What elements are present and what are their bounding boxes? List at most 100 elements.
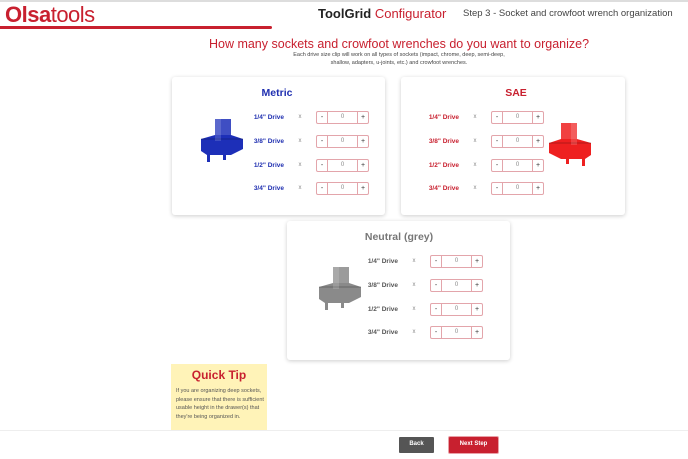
drive-label: 1/2" Drive: [428, 161, 459, 169]
times-sign: x: [298, 138, 302, 144]
metric-card: Metric 1/4" Drive x - 0 + 3/8" Drive x -…: [172, 77, 385, 215]
drive-row: 3/8" Drive x - 0 +: [338, 278, 483, 292]
drive-label: 3/8" Drive: [428, 137, 459, 145]
drive-row: 1/4" Drive x - 0 +: [338, 254, 483, 268]
times-sign: x: [412, 306, 416, 312]
decrement-button[interactable]: -: [495, 184, 499, 192]
card-title: Metric: [261, 87, 293, 99]
next-step-button[interactable]: Next Step: [449, 437, 498, 453]
quantity-input[interactable]: 0: [441, 279, 472, 291]
drive-row: 1/2" Drive x - 0 +: [399, 158, 544, 172]
increment-button[interactable]: +: [474, 257, 480, 265]
times-sign: x: [473, 185, 477, 191]
page-title: How many sockets and crowfoot wrenches d…: [208, 37, 590, 51]
increment-button[interactable]: +: [535, 113, 541, 121]
decrement-button[interactable]: -: [434, 281, 438, 289]
sae-card: SAE 1/4" Drive x - 0 + 3/8" Drive x - 0 …: [401, 77, 625, 215]
logo[interactable]: Olsatools: [5, 2, 95, 27]
progress-bar: [0, 26, 272, 29]
increment-button[interactable]: +: [535, 184, 541, 192]
quantity-stepper: - 0 +: [316, 134, 369, 148]
footer: [0, 430, 688, 459]
decrement-button[interactable]: -: [320, 161, 324, 169]
increment-button[interactable]: +: [535, 161, 541, 169]
quantity-input[interactable]: 0: [327, 182, 358, 194]
drive-row: 3/4" Drive x - 0 +: [338, 325, 483, 339]
times-sign: x: [473, 138, 477, 144]
quantity-input[interactable]: 0: [327, 111, 358, 123]
quantity-stepper: - 0 +: [491, 134, 544, 148]
decrement-button[interactable]: -: [495, 137, 499, 145]
tip-title: Quick Tip: [191, 368, 247, 382]
drive-row: 3/8" Drive x - 0 +: [224, 134, 369, 148]
drive-clip-icon: [319, 267, 361, 310]
drive-label: 3/4" Drive: [367, 328, 398, 336]
times-sign: x: [298, 162, 302, 168]
increment-button[interactable]: +: [360, 161, 366, 169]
drive-label: 3/4" Drive: [428, 184, 459, 192]
drive-row: 3/4" Drive x - 0 +: [399, 181, 544, 195]
increment-button[interactable]: +: [474, 305, 480, 313]
page-subtitle: Each drive size clip will work on all ty…: [293, 52, 505, 66]
times-sign: x: [412, 258, 416, 264]
quantity-input[interactable]: 0: [502, 182, 533, 194]
drive-label: 1/4" Drive: [428, 113, 459, 121]
step-label: Step 3 - Socket and crowfoot wrench orga…: [463, 8, 673, 19]
quantity-stepper: - 0 +: [430, 278, 483, 292]
decrement-button[interactable]: -: [320, 137, 324, 145]
quantity-input[interactable]: 0: [327, 135, 358, 147]
card-title: SAE: [505, 87, 527, 99]
times-sign: x: [298, 185, 302, 191]
increment-button[interactable]: +: [360, 184, 366, 192]
drive-clip-icon: [549, 123, 591, 166]
decrement-button[interactable]: -: [495, 113, 499, 121]
increment-button[interactable]: +: [360, 113, 366, 121]
times-sign: x: [473, 114, 477, 120]
increment-button[interactable]: +: [360, 137, 366, 145]
drive-label: 3/8" Drive: [253, 137, 284, 145]
quantity-input[interactable]: 0: [502, 135, 533, 147]
drive-row: 1/4" Drive x - 0 +: [399, 110, 544, 124]
drive-label: 1/4" Drive: [253, 113, 284, 121]
drive-label: 1/2" Drive: [367, 305, 398, 313]
drive-row: 3/8" Drive x - 0 +: [399, 134, 544, 148]
quantity-stepper: - 0 +: [430, 302, 483, 316]
neutral-card: Neutral (grey) 1/4" Drive x - 0 + 3/8" D…: [287, 221, 510, 360]
times-sign: x: [412, 282, 416, 288]
app-title: ToolGrid Configurator: [318, 6, 447, 21]
quantity-stepper: - 0 +: [491, 181, 544, 195]
quantity-stepper: - 0 +: [430, 325, 483, 339]
quantity-input[interactable]: 0: [502, 111, 533, 123]
quantity-input[interactable]: 0: [441, 326, 472, 338]
quantity-input[interactable]: 0: [441, 255, 472, 267]
decrement-button[interactable]: -: [434, 328, 438, 336]
decrement-button[interactable]: -: [434, 257, 438, 265]
drive-clip-icon: [201, 119, 243, 162]
increment-button[interactable]: +: [474, 328, 480, 336]
decrement-button[interactable]: -: [495, 161, 499, 169]
drive-label: 1/2" Drive: [253, 161, 284, 169]
increment-button[interactable]: +: [474, 281, 480, 289]
decrement-button[interactable]: -: [320, 113, 324, 121]
quantity-stepper: - 0 +: [316, 110, 369, 124]
drive-row: 1/2" Drive x - 0 +: [338, 302, 483, 316]
quantity-stepper: - 0 +: [316, 158, 369, 172]
drive-row: 3/4" Drive x - 0 +: [224, 181, 369, 195]
quantity-stepper: - 0 +: [491, 158, 544, 172]
quantity-stepper: - 0 +: [316, 181, 369, 195]
back-button[interactable]: Back: [399, 437, 434, 453]
decrement-button[interactable]: -: [434, 305, 438, 313]
decrement-button[interactable]: -: [320, 184, 324, 192]
times-sign: x: [473, 162, 477, 168]
drive-row: 1/4" Drive x - 0 +: [224, 110, 369, 124]
increment-button[interactable]: +: [535, 137, 541, 145]
drive-label: 3/4" Drive: [253, 184, 284, 192]
quantity-stepper: - 0 +: [430, 254, 483, 268]
quantity-input[interactable]: 0: [502, 159, 533, 171]
times-sign: x: [412, 329, 416, 335]
quantity-stepper: - 0 +: [491, 110, 544, 124]
quantity-input[interactable]: 0: [327, 159, 358, 171]
quantity-input[interactable]: 0: [441, 303, 472, 315]
drive-row: 1/2" Drive x - 0 +: [224, 158, 369, 172]
drive-label: 3/8" Drive: [367, 281, 398, 289]
